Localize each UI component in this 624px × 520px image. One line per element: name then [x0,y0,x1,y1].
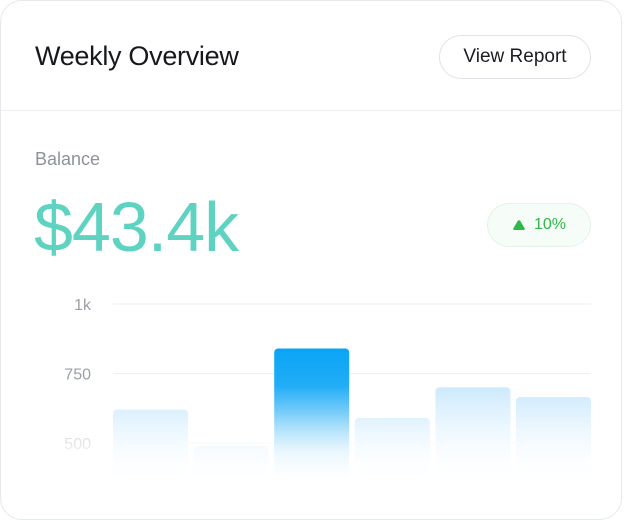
bar[interactable] [113,409,188,481]
bar[interactable] [193,445,269,481]
bar[interactable] [516,397,591,481]
balance-bar-chart: 1k 750 500 [64,297,591,481]
bar-highlighted[interactable] [274,348,350,481]
balance-label: Balance [35,149,101,169]
card-title: Weekly Overview [35,41,239,71]
y-tick-label: 750 [64,367,91,384]
bar[interactable] [354,417,430,481]
change-badge: 10% [487,203,591,247]
change-percent: 10% [533,216,567,233]
y-tick-label: 1k [74,297,92,314]
triangle-up-icon [513,220,525,230]
y-tick-label: 500 [64,436,91,453]
card-header: Weekly Overview View Report [1,1,621,111]
view-report-button[interactable]: View Report [439,35,591,79]
balance-value: $43.4k [34,188,239,266]
bar[interactable] [435,387,511,481]
